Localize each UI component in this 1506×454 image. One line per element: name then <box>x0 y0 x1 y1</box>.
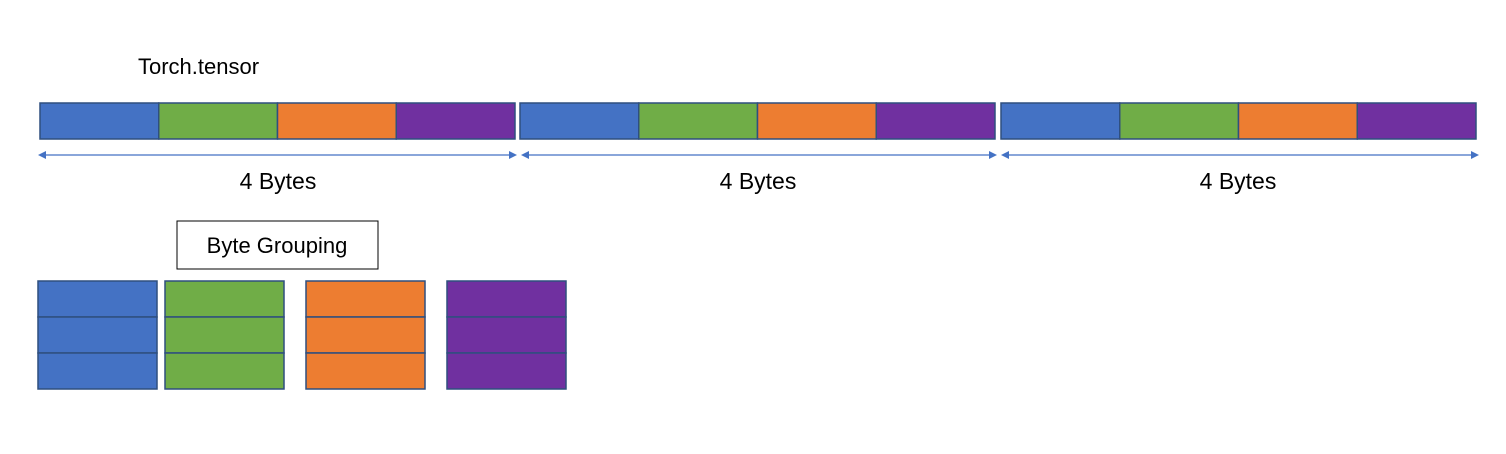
arrow-left-icon <box>1001 151 1009 159</box>
byte-cell-orange <box>276 102 397 140</box>
arrow-right-icon <box>509 151 517 159</box>
group-cell-blue <box>37 352 158 390</box>
byte-cell-purple <box>1356 102 1477 140</box>
group-cell-green <box>164 352 285 390</box>
group-cell-blue <box>37 316 158 354</box>
byte-cell-orange <box>1237 102 1358 140</box>
arrow-right-icon <box>1471 151 1479 159</box>
group-cell-blue <box>37 280 158 318</box>
group-cell-purple <box>446 280 567 318</box>
dimension-arrow-1 <box>38 151 517 159</box>
element-size-label-1: 4 Bytes <box>240 168 317 194</box>
tensor-title: Torch.tensor <box>138 54 259 79</box>
group-cell-green <box>164 316 285 354</box>
arrow-left-icon <box>38 151 46 159</box>
tensor-element-row <box>39 102 1477 140</box>
dimension-arrows <box>38 151 1479 159</box>
group-cell-purple <box>446 352 567 390</box>
dimension-arrow-3 <box>1001 151 1479 159</box>
arrow-right-icon <box>989 151 997 159</box>
element-size-label-3: 4 Bytes <box>1200 168 1277 194</box>
arrow-left-icon <box>521 151 529 159</box>
group-cell-purple <box>446 316 567 354</box>
byte-group-purple <box>446 280 567 390</box>
byte-cell-blue <box>1000 102 1121 140</box>
byte-cell-green <box>158 102 279 140</box>
byte-cell-green <box>1119 102 1240 140</box>
tensor-element-3 <box>1000 102 1477 140</box>
byte-group-blue <box>37 280 158 390</box>
byte-group-orange <box>305 280 426 390</box>
byte-grouping-label: Byte Grouping <box>207 233 348 258</box>
group-cell-orange <box>305 280 426 318</box>
dimension-arrow-2 <box>521 151 997 159</box>
element-size-label-2: 4 Bytes <box>720 168 797 194</box>
byte-group-green <box>164 280 285 390</box>
group-cell-orange <box>305 352 426 390</box>
byte-cell-purple <box>395 102 516 140</box>
tensor-element-2 <box>519 102 996 140</box>
byte-cell-green <box>638 102 759 140</box>
byte-group-blocks <box>37 280 567 390</box>
tensor-element-1 <box>39 102 516 140</box>
byte-grouping-box <box>176 220 379 270</box>
byte-cell-blue <box>39 102 160 140</box>
group-cell-orange <box>305 316 426 354</box>
byte-cell-blue <box>519 102 640 140</box>
byte-cell-orange <box>756 102 877 140</box>
byte-cell-purple <box>875 102 996 140</box>
group-cell-green <box>164 280 285 318</box>
